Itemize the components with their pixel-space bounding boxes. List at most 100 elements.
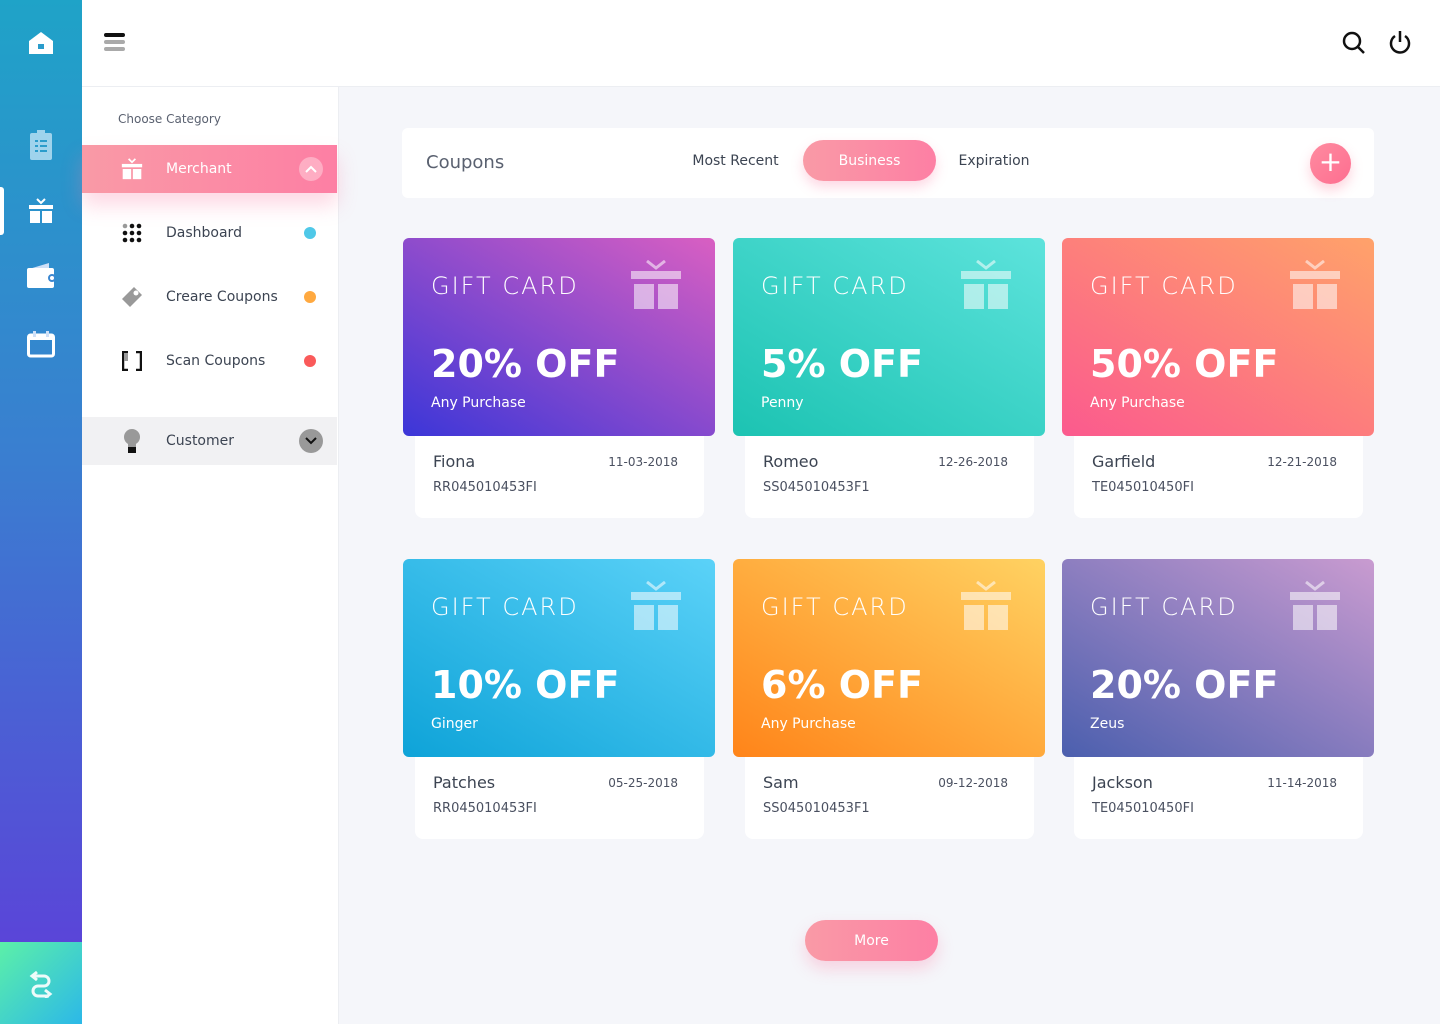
wallet-icon[interactable] (26, 261, 56, 291)
card-details: Sam 09-12-2018 SS045010453F1 (745, 749, 1034, 839)
sidebar-item-merchant[interactable]: Merchant (82, 145, 337, 193)
home-icon[interactable] (26, 28, 56, 58)
clipboard-icon[interactable] (26, 130, 56, 160)
calendar-icon[interactable] (26, 329, 56, 359)
holder-name: Romeo (763, 452, 819, 471)
gift-card[interactable]: GIFT CARD 6% OFF Any Purchase Sam 09-12-… (733, 559, 1045, 841)
discount: 20% OFF (431, 342, 620, 386)
card-details: Jackson 11-14-2018 TE045010450FI (1074, 749, 1363, 839)
card-type: GIFT CARD (1090, 272, 1238, 300)
gift-card[interactable]: GIFT CARD 5% OFF Penny Romeo 12-26-2018 … (733, 238, 1045, 520)
card-face: GIFT CARD 20% OFF Zeus (1062, 559, 1374, 757)
card-date: 11-14-2018 (1267, 776, 1337, 790)
card-details: Fiona 11-03-2018 RR045010453FI (415, 428, 704, 518)
sidebar-item-customer[interactable]: Customer (82, 417, 337, 465)
tab-business[interactable]: Business (803, 140, 936, 181)
discount-scope: Any Purchase (761, 716, 856, 732)
gift-card[interactable]: GIFT CARD 20% OFF Zeus Jackson 11-14-201… (1062, 559, 1374, 841)
status-dot (304, 227, 316, 239)
discount-scope: Ginger (431, 716, 478, 732)
grid-dots-icon (120, 221, 144, 245)
sidebar-item-label: Dashboard (166, 225, 242, 241)
coupon-code: RR045010453FI (433, 480, 537, 495)
lightbulb-icon (120, 429, 144, 453)
card-face: GIFT CARD 5% OFF Penny (733, 238, 1045, 436)
sidebar-item-label: Customer (166, 433, 235, 449)
coupon-code: TE045010450FI (1092, 480, 1194, 495)
coupon-code: SS045010453F1 (763, 480, 870, 495)
discount-scope: Any Purchase (431, 395, 526, 411)
card-date: 05-25-2018 (608, 776, 678, 790)
top-bar (82, 0, 1440, 87)
page-title: Coupons (426, 152, 505, 173)
holder-name: Fiona (433, 452, 476, 471)
sidebar-item-create-coupons[interactable]: Creare Coupons (82, 273, 337, 321)
card-date: 12-26-2018 (938, 455, 1008, 469)
coupon-code: TE045010450FI (1092, 801, 1194, 816)
card-type: GIFT CARD (761, 593, 909, 621)
card-face: GIFT CARD 6% OFF Any Purchase (733, 559, 1045, 757)
sidebar-item-label: Scan Coupons (166, 353, 266, 369)
switch-button[interactable] (0, 942, 82, 1024)
gift-icon (961, 581, 1011, 630)
status-dot (304, 355, 316, 367)
card-type: GIFT CARD (431, 593, 579, 621)
menu-icon[interactable] (104, 33, 125, 54)
sidebar-item-dashboard[interactable]: Dashboard (82, 209, 337, 257)
gift-card[interactable]: GIFT CARD 10% OFF Ginger Patches 05-25-2… (403, 559, 715, 841)
tab-expiration[interactable]: Expiration (958, 152, 1030, 169)
card-face: GIFT CARD 20% OFF Any Purchase (403, 238, 715, 436)
add-coupon-button[interactable]: + (1310, 143, 1351, 184)
discount: 50% OFF (1090, 342, 1279, 386)
card-date: 09-12-2018 (938, 776, 1008, 790)
tag-icon (120, 285, 144, 309)
card-type: GIFT CARD (1090, 593, 1238, 621)
card-face: GIFT CARD 50% OFF Any Purchase (1062, 238, 1374, 436)
choose-category-label: Choose Category (118, 112, 221, 126)
coupons-header: Coupons Most Recent Business Expiration … (402, 128, 1374, 198)
discount-scope: Zeus (1090, 716, 1125, 732)
status-dot (304, 291, 316, 303)
card-details: Romeo 12-26-2018 SS045010453F1 (745, 428, 1034, 518)
gift-icon (631, 260, 681, 309)
active-indicator (0, 187, 4, 235)
tab-most-recent[interactable]: Most Recent (692, 152, 779, 169)
category-sidebar: Choose Category Merchant Dashboard Crear… (82, 87, 339, 1024)
holder-name: Jackson (1092, 773, 1153, 792)
discount-scope: Penny (761, 395, 804, 411)
scan-icon (120, 349, 144, 373)
discount: 10% OFF (431, 663, 620, 707)
power-icon[interactable] (1388, 30, 1412, 56)
switch-arrows-icon (29, 970, 53, 998)
more-button[interactable]: More (805, 920, 938, 961)
discount: 20% OFF (1090, 663, 1279, 707)
discount-scope: Any Purchase (1090, 395, 1185, 411)
discount: 5% OFF (761, 342, 923, 386)
gift-card[interactable]: GIFT CARD 20% OFF Any Purchase Fiona 11-… (403, 238, 715, 520)
gift-icon (120, 157, 144, 181)
sidebar-item-label: Merchant (166, 161, 232, 177)
gift-icon (631, 581, 681, 630)
chevron-up-icon[interactable] (299, 157, 323, 181)
gift-icon (1290, 260, 1340, 309)
chevron-down-icon[interactable] (299, 429, 323, 453)
card-date: 11-03-2018 (608, 455, 678, 469)
card-face: GIFT CARD 10% OFF Ginger (403, 559, 715, 757)
holder-name: Garfield (1092, 452, 1156, 471)
gift-card[interactable]: GIFT CARD 50% OFF Any Purchase Garfield … (1062, 238, 1374, 520)
gift-icon (961, 260, 1011, 309)
plus-icon: + (1318, 145, 1343, 178)
icon-rail (0, 0, 82, 1024)
holder-name: Sam (763, 773, 799, 792)
search-icon[interactable] (1342, 31, 1366, 55)
discount: 6% OFF (761, 663, 923, 707)
sidebar-item-scan-coupons[interactable]: Scan Coupons (82, 337, 337, 385)
card-details: Garfield 12-21-2018 TE045010450FI (1074, 428, 1363, 518)
card-date: 12-21-2018 (1267, 455, 1337, 469)
gift-icon[interactable] (26, 196, 56, 226)
card-type: GIFT CARD (431, 272, 579, 300)
coupon-code: RR045010453FI (433, 801, 537, 816)
coupon-code: SS045010453F1 (763, 801, 870, 816)
holder-name: Patches (433, 773, 496, 792)
gift-icon (1290, 581, 1340, 630)
